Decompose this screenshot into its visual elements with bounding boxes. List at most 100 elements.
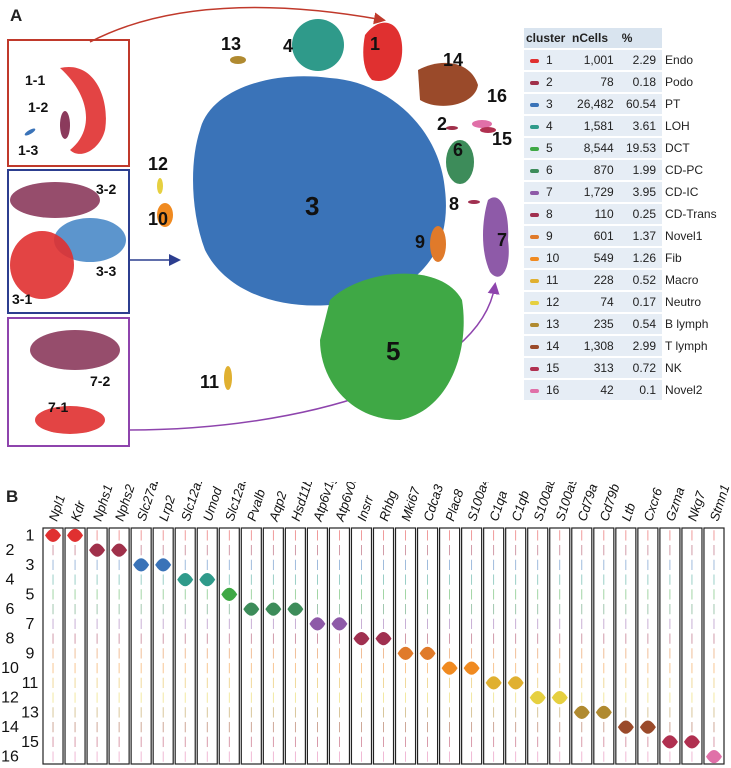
violin-column-frame [284, 527, 306, 765]
cluster-14-blob [418, 62, 478, 106]
color-swatch [529, 80, 539, 85]
violin-column-frame [637, 527, 659, 765]
cluster-name: Macro [662, 268, 725, 291]
cluster-percent: 0.1 [619, 378, 663, 400]
cluster-ncells: 1,001 [569, 48, 620, 71]
violin-marker [133, 558, 150, 572]
tsne-label-2: 2 [437, 114, 447, 134]
cluster-percent: 3.61 [619, 114, 663, 137]
color-swatch [529, 146, 539, 151]
cluster-12-blob [157, 178, 163, 194]
cluster-id: 15 [544, 356, 570, 379]
gene-label: Npl1 [46, 493, 69, 523]
cluster-name: Novel2 [662, 378, 725, 400]
cluster-id: 12 [544, 290, 570, 313]
tsne-label-13: 13 [221, 34, 241, 54]
cluster-percent: 19.53 [619, 136, 663, 159]
table-row: 2 78 0.18 Podo [524, 70, 725, 93]
cluster-percent: 1.26 [619, 246, 663, 269]
table-row: 7 1,729 3.95 CD-IC [524, 180, 725, 203]
violin-column-frame [659, 527, 681, 765]
cluster-name: Neutro [662, 290, 725, 313]
cluster-11-blob [224, 366, 232, 390]
table-row: 13 235 0.54 B lymph [524, 312, 725, 335]
table-row: 16 42 0.1 Novel2 [524, 378, 725, 400]
inset-label-3-2: 3-2 [96, 181, 116, 197]
cluster-percent: 0.17 [619, 290, 663, 313]
color-swatch [529, 124, 539, 129]
row-cluster-label: 11 [22, 675, 39, 692]
header-percent: % [619, 28, 663, 49]
tsne-label-4: 4 [283, 36, 293, 56]
inset-1-points [24, 66, 106, 154]
gene-label: Insrr [354, 493, 377, 523]
row-cluster-label: 8 [6, 631, 15, 648]
violin-column-frame [505, 527, 527, 765]
violin-column-frame [328, 527, 351, 765]
violin-column-frame [703, 527, 725, 765]
table-row: 1 1,001 2.29 Endo [524, 48, 725, 71]
cluster-name: Novel1 [662, 224, 725, 247]
cluster-name: B lymph [662, 312, 725, 335]
cluster-name: CD-PC [662, 158, 725, 181]
violin-column-frame [306, 527, 329, 765]
cluster-color-dot [524, 312, 544, 335]
cluster-name: CD-Trans [662, 202, 725, 225]
cluster-10-blob [157, 203, 173, 227]
violin-column-frame [527, 527, 549, 765]
cluster-ncells: 8,544 [569, 136, 620, 159]
cluster-ncells: 1,581 [569, 114, 620, 137]
violin-marker [573, 705, 590, 720]
cluster-percent: 1.37 [619, 224, 663, 247]
row-cluster-label: 10 [1, 660, 19, 677]
cluster-color-dot [524, 92, 544, 115]
cluster-color-dot [524, 136, 544, 159]
violin-marker [89, 543, 106, 557]
violin-marker [177, 572, 194, 587]
cluster-ncells: 549 [569, 246, 620, 269]
violin-marker [705, 749, 722, 764]
panel-b-letter: B [6, 487, 19, 506]
violin-marker [397, 646, 414, 661]
header-cluster: cluster [524, 28, 570, 49]
row-cluster-label: 6 [6, 601, 15, 618]
table-row: 12 74 0.17 Neutro [524, 290, 725, 313]
cluster-id: 6 [544, 158, 570, 181]
tsne-label-6: 6 [453, 140, 463, 160]
cluster-color-dot [524, 246, 544, 269]
violin-column-frame [196, 527, 218, 765]
tsne-label-8: 8 [449, 194, 459, 214]
violin-column-frame [42, 527, 64, 765]
cluster-name: PT [662, 92, 725, 115]
row-cluster-label: 7 [26, 616, 35, 633]
panel-a-letter: A [10, 6, 23, 25]
cluster-percent: 0.54 [619, 312, 663, 335]
cluster-2-blob [446, 126, 458, 130]
inset-label-7-1: 7-1 [48, 399, 68, 415]
table-row: 5 8,544 19.53 DCT [524, 136, 725, 159]
violin-marker [199, 572, 216, 587]
color-swatch [529, 168, 539, 173]
violin-column-frame [174, 527, 196, 765]
cluster-color-dot [524, 268, 544, 291]
gene-label: Plac8 [442, 487, 467, 523]
cluster-id: 8 [544, 202, 570, 225]
violin-marker [507, 676, 524, 690]
table-row: 6 870 1.99 CD-PC [524, 158, 725, 181]
cluster-7-blob [483, 197, 509, 277]
cluster-ncells: 313 [569, 356, 620, 379]
cluster-color-dot [524, 378, 544, 400]
violin-column-frame [549, 527, 571, 765]
header-ncells: nCells [569, 28, 620, 49]
cluster-ncells: 228 [569, 268, 620, 291]
violin-column-frame [483, 527, 505, 765]
row-cluster-label: 15 [21, 734, 39, 751]
cluster-color-dot [524, 180, 544, 203]
cluster-id: 9 [544, 224, 570, 247]
cluster-color-dot [524, 158, 544, 181]
violin-column-frame [64, 527, 86, 765]
cluster-color-dot [524, 70, 544, 93]
inset-label-1-1: 1-1 [25, 72, 45, 88]
gene-label: Pvalb [244, 487, 268, 523]
